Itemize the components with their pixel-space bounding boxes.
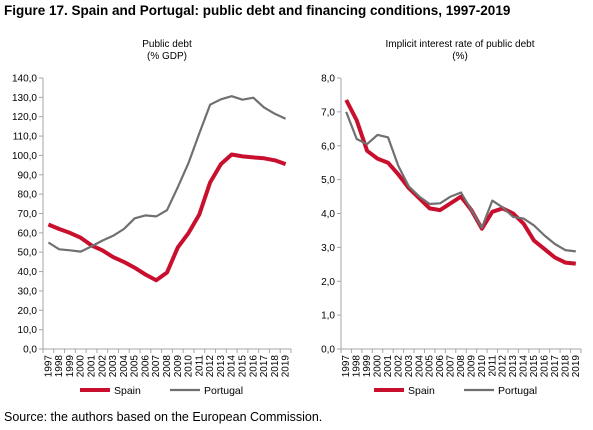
- rate-x-tick-label: 2007: [446, 355, 457, 378]
- rate-y-tick-label: 3,0: [321, 243, 335, 254]
- rate-y-tick-label: 7,0: [321, 107, 335, 118]
- rate-x-tick-label: 1999: [362, 355, 373, 378]
- rate-x-tick-label: 2001: [383, 355, 394, 378]
- rate-x-tick-label: 2013: [508, 355, 519, 378]
- rate-x-tick-label: 2016: [539, 355, 550, 378]
- rate-series-spain-line: [344, 99, 576, 266]
- debt-y-tick-label: 50,0: [18, 248, 38, 259]
- debt-x-tick-label: 2013: [216, 355, 227, 378]
- rate-x-tick-label: 2009: [466, 355, 477, 378]
- rate-chart-subtitle: (%): [452, 51, 468, 62]
- figure-source: Source: the authors based on the Europea…: [4, 410, 323, 424]
- rate-y-tick-label: 5,0: [321, 175, 335, 186]
- debt-x-tick-label: 2017: [259, 355, 270, 378]
- rate-x-tick-label: 2015: [529, 355, 540, 378]
- debt-y-tick-label: 130,0: [12, 93, 37, 104]
- rate-y-tick-label: 0,0: [321, 345, 335, 356]
- rate-x-tick-label: 1997: [341, 355, 352, 378]
- public-debt-chart: Public debt(% GDP) 0,0 10,0 20,0 30,0 40,0 50,…: [12, 39, 292, 397]
- rate-y-tick-label: 1,0: [321, 311, 335, 322]
- rate-x-tick-label: 2003: [404, 355, 415, 378]
- rate-x-tick-label: 2006: [435, 355, 446, 378]
- debt-x-tick-label: 2006: [140, 355, 151, 378]
- debt-x-tick-label: 2008: [162, 355, 173, 378]
- debt-y-tick-label: 140,0: [12, 74, 37, 85]
- debt-x-tick-label: 2012: [205, 355, 216, 378]
- rate-x-tick-label: 2008: [456, 355, 467, 378]
- debt-series-spain-line: [47, 152, 287, 283]
- debt-y-tick-label: 110,0: [13, 132, 38, 143]
- rate-x-tick-label: 2002: [393, 355, 404, 378]
- rate-series-portugal-line: [345, 111, 576, 253]
- debt-y-tick-label: 100,0: [12, 151, 37, 162]
- rate-x-tick-label: 2004: [414, 355, 425, 378]
- debt-legend-label-portugal: Portugal: [204, 385, 243, 397]
- rate-y-tick-label: 4,0: [321, 209, 335, 220]
- rate-x-tick-label: 2011: [487, 355, 498, 377]
- debt-y-tick-label: 20,0: [18, 306, 38, 317]
- rate-y-tick-label: 8,0: [321, 74, 335, 85]
- debt-x-tick-label: 2001: [87, 355, 98, 378]
- debt-x-tick-label: 2009: [173, 355, 184, 378]
- rate-x-tick-label: 2000: [373, 355, 384, 378]
- debt-x-tick-label: 2010: [184, 355, 195, 378]
- debt-legend-label-spain: Spain: [114, 385, 141, 397]
- debt-x-tick-label: 2000: [76, 355, 87, 378]
- debt-x-tick-label: 2019: [281, 355, 292, 378]
- debt-x-tick-label: 2002: [97, 355, 108, 378]
- debt-x-tick-label: 1998: [54, 355, 65, 378]
- rate-x-tick-label: 2005: [425, 355, 436, 378]
- rate-x-tick-label: 2018: [560, 355, 571, 378]
- rate-legend: Spain Portugal: [374, 385, 537, 397]
- debt-y-tick-label: 90,0: [18, 170, 38, 181]
- debt-y-tick-label: 120,0: [12, 112, 37, 123]
- debt-x-tick-label: 1997: [43, 355, 54, 378]
- debt-y-tick-label: 70,0: [18, 209, 38, 220]
- debt-y-tick-label: 10,0: [18, 325, 38, 336]
- debt-chart-subtitle: (% GDP): [147, 51, 187, 62]
- debt-x-tick-label: 2005: [130, 355, 141, 378]
- rate-x-tick-label: 2014: [519, 355, 530, 378]
- debt-x-tick-label: 2014: [227, 355, 238, 378]
- debt-series-portugal-line: [47, 95, 287, 253]
- rate-x-tick-label: 2017: [550, 355, 561, 378]
- rate-legend-label-spain: Spain: [408, 385, 435, 397]
- rate-x-tick-label: 2012: [498, 355, 509, 378]
- rate-legend-label-portugal: Portugal: [498, 385, 537, 397]
- debt-x-tick-label: 2004: [119, 355, 130, 378]
- rate-x-tick-label: 2010: [477, 355, 488, 378]
- rate-y-tick-label: 2,0: [321, 277, 335, 288]
- debt-legend: Spain Portugal: [80, 385, 243, 397]
- debt-x-tick-label: 2016: [248, 355, 259, 378]
- rate-x-tick-label: 1998: [352, 355, 363, 378]
- debt-x-tick-label: 1999: [65, 355, 76, 378]
- debt-y-tick-label: 80,0: [18, 190, 38, 201]
- debt-y-tick-label: 60,0: [18, 228, 38, 239]
- rate-x-tick-label: 2019: [571, 355, 582, 378]
- debt-y-tick-label: 0,0: [23, 345, 37, 356]
- debt-x-tick-label: 2003: [108, 355, 119, 378]
- debt-x-tick-label: 2018: [270, 355, 281, 378]
- debt-x-tick-label: 2011: [194, 355, 205, 377]
- debt-chart-title: Public debt: [142, 39, 192, 50]
- debt-y-tick-label: 40,0: [18, 267, 38, 278]
- debt-y-tick-label: 30,0: [18, 286, 38, 297]
- figure-title: Figure 17. Spain and Portugal: public de…: [4, 3, 511, 18]
- debt-x-tick-label: 2007: [151, 355, 162, 378]
- rate-chart-title: Implicit interest rate of public debt: [386, 39, 535, 50]
- interest-rate-chart: Implicit interest rate of public debt(%)…: [321, 39, 582, 397]
- rate-y-tick-label: 6,0: [321, 141, 335, 152]
- debt-x-tick-label: 2015: [237, 355, 248, 378]
